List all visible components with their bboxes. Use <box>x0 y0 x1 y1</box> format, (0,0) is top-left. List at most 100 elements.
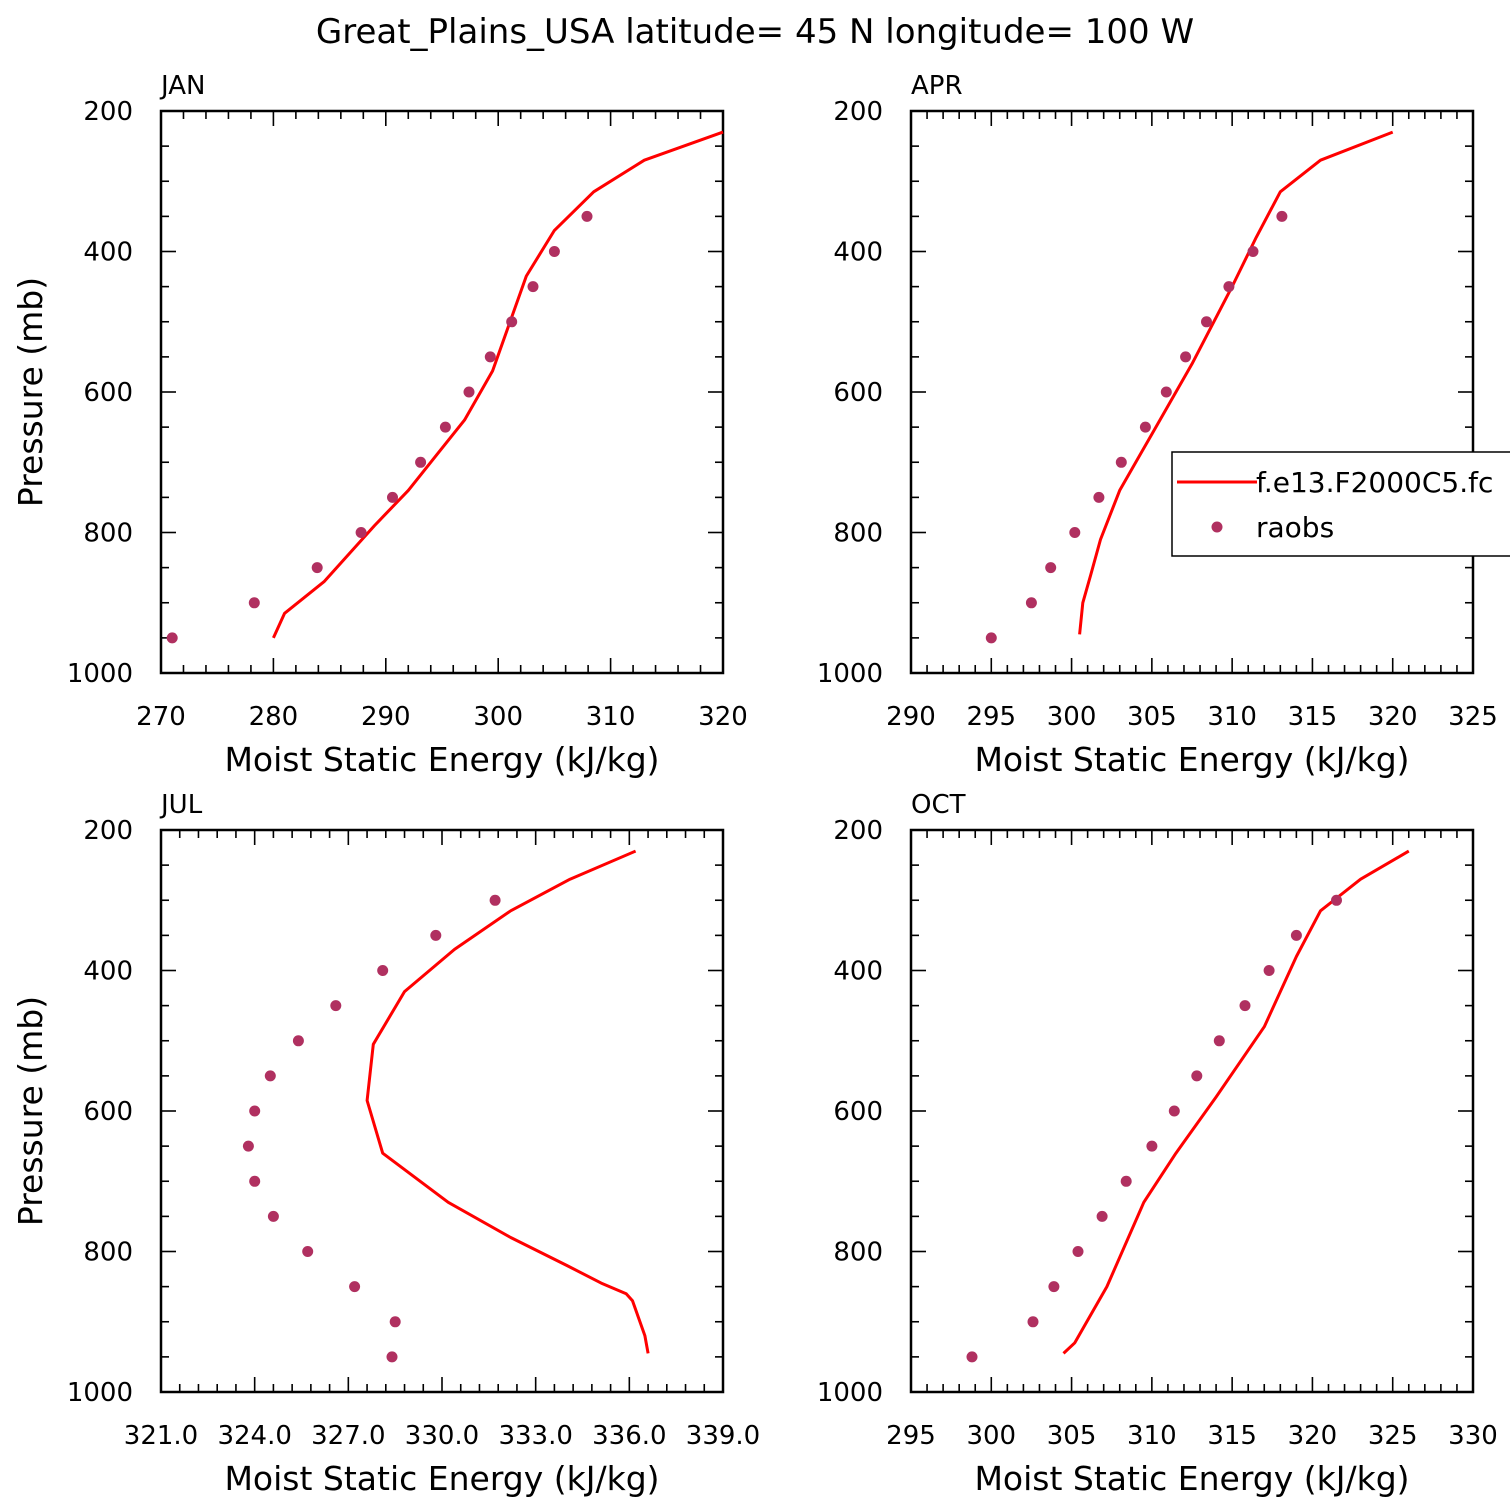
y-tick-label: 800 <box>83 519 133 549</box>
legend: f.e13.F2000C5.fc raobs <box>1171 451 1510 557</box>
raobs-point <box>1139 421 1151 433</box>
x-tick-label: 310 <box>1207 702 1257 732</box>
x-axis-title: Moist Static Energy (kJ/kg) <box>224 1459 659 1498</box>
raobs-markers <box>966 894 1342 1363</box>
y-tick-marks <box>911 829 1473 1393</box>
raobs-point <box>1096 1210 1108 1222</box>
panel-title: APR <box>911 71 963 101</box>
raobs-point <box>1331 894 1342 906</box>
chart-panel-apr: APR 290 295 300 305 310 315 320 325 200 400 600 800 1… <box>817 71 1498 779</box>
raobs-point <box>1048 1281 1060 1293</box>
raobs-point <box>966 1351 978 1363</box>
x-tick-label: 325 <box>1368 1421 1418 1451</box>
y-tick-label: 1000 <box>817 1378 883 1408</box>
raobs-point <box>1191 1070 1203 1082</box>
y-tick-label: 800 <box>833 519 883 549</box>
x-tick-label: 270 <box>136 702 186 732</box>
raobs-point <box>489 894 501 906</box>
raobs-point <box>527 281 539 293</box>
raobs-point <box>1045 562 1057 574</box>
x-tick-label: 295 <box>886 1421 936 1451</box>
chart-panel-oct: OCT 295 300 305 310 315 320 325 330 200 400 600 800 1… <box>817 790 1498 1498</box>
model-profile-line <box>1062 849 1410 1355</box>
raobs-point <box>1247 246 1259 257</box>
raobs-markers <box>166 210 593 644</box>
raobs-point <box>1025 597 1037 609</box>
legend-box <box>1171 451 1510 557</box>
raobs-point <box>349 1281 361 1293</box>
panel-title: JAN <box>159 71 205 101</box>
raobs-point <box>267 1210 279 1222</box>
y-tick-label: 200 <box>83 816 133 846</box>
y-tick-label: 400 <box>833 238 883 268</box>
y-tick-label: 200 <box>83 97 133 127</box>
x-tick-label: 330 <box>1448 1421 1498 1451</box>
raobs-point <box>439 421 451 433</box>
y-tick-label: 400 <box>83 957 133 987</box>
y-tick-label: 400 <box>833 957 883 987</box>
y-axis-title: Pressure (mb) <box>11 996 50 1226</box>
x-tick-label: 320 <box>1288 1421 1338 1451</box>
x-tick-label: 330.0 <box>405 1421 479 1451</box>
raobs-point <box>166 632 178 644</box>
x-axis-title: Moist Static Energy (kJ/kg) <box>974 740 1409 779</box>
figure-title: Great_Plains_USA latitude= 45 N longitud… <box>316 12 1194 52</box>
x-tick-label: 320 <box>698 702 748 732</box>
raobs-point <box>389 1316 401 1328</box>
raobs-point <box>1239 1000 1251 1012</box>
raobs-point <box>1168 1105 1180 1117</box>
x-tick-label: 339.0 <box>686 1421 760 1451</box>
raobs-point <box>292 1035 304 1047</box>
x-tick-marks <box>160 830 724 1392</box>
raobs-point <box>242 1140 254 1152</box>
x-tick-label: 300 <box>473 702 523 732</box>
raobs-point <box>330 1000 342 1012</box>
x-tick-label: 325 <box>1448 702 1498 732</box>
y-tick-label: 200 <box>833 97 883 127</box>
x-tick-label: 327.0 <box>311 1421 385 1451</box>
chart-panels: JAN 270 280 290 300 310 320 200 400 600 800 1000 Moi… <box>11 71 1498 1498</box>
y-tick-label: 600 <box>833 378 883 408</box>
y-tick-label: 1000 <box>67 659 133 689</box>
raobs-point <box>387 491 398 503</box>
x-tick-label: 305 <box>1127 702 1177 732</box>
panel-title: OCT <box>911 790 966 820</box>
y-tick-label: 800 <box>833 1238 883 1268</box>
x-tick-label: 280 <box>249 702 299 732</box>
raobs-point <box>506 316 518 328</box>
raobs-markers <box>242 894 501 1363</box>
model-profile-line <box>365 849 650 1354</box>
raobs-point <box>1115 456 1127 468</box>
y-tick-label: 1000 <box>817 659 883 689</box>
y-tick-label: 600 <box>833 1097 883 1127</box>
y-tick-marks <box>161 829 723 1393</box>
x-tick-label: 300 <box>1047 702 1097 732</box>
x-tick-label: 290 <box>361 702 411 732</box>
x-tick-label: 290 <box>886 702 936 732</box>
x-tick-label: 315 <box>1207 1421 1257 1451</box>
plot-frame <box>159 828 725 1394</box>
raobs-point <box>302 1246 314 1257</box>
legend-label-raobs: raobs <box>1256 511 1334 544</box>
raobs-point <box>311 562 323 574</box>
x-tick-label: 336.0 <box>592 1421 666 1451</box>
plot-frame <box>909 109 1475 675</box>
legend-label-model: f.e13.F2000C5.fc <box>1256 466 1493 499</box>
x-tick-label: 310 <box>586 702 636 732</box>
x-tick-label: 321.0 <box>124 1421 198 1451</box>
raobs-point <box>249 1105 261 1117</box>
x-tick-marks <box>160 111 724 673</box>
y-tick-marks <box>161 110 723 674</box>
plot-frame <box>159 109 725 675</box>
x-axis-title: Moist Static Energy (kJ/kg) <box>974 1459 1409 1498</box>
raobs-point <box>430 929 442 941</box>
raobs-point <box>355 527 367 538</box>
y-tick-label: 400 <box>83 238 133 268</box>
raobs-markers <box>985 210 1288 644</box>
raobs-point <box>463 386 475 398</box>
x-tick-label: 320 <box>1368 702 1418 732</box>
raobs-point <box>548 246 560 257</box>
raobs-point <box>249 1175 261 1187</box>
raobs-point <box>248 597 260 609</box>
